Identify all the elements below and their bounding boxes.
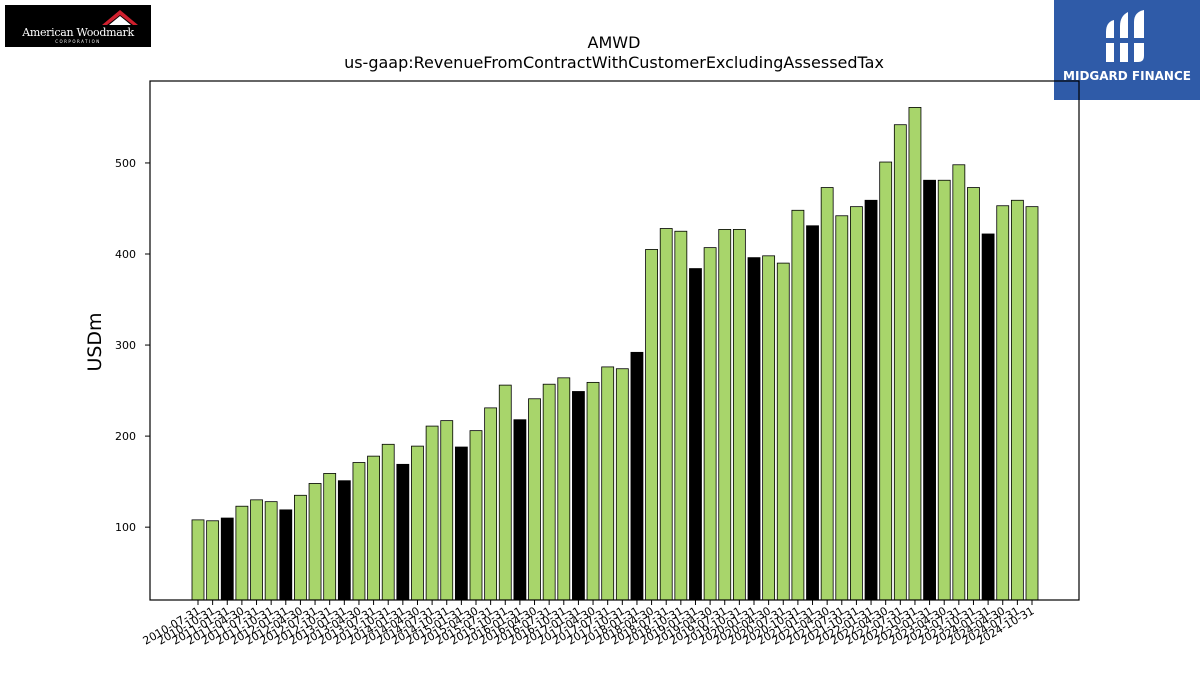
brand-name: MIDGARD FINANCE [1063,69,1191,83]
bar-2021-10-31 [850,206,863,601]
bar-2022-07-31 [893,124,907,601]
bar-2021-07-31 [835,215,849,601]
bar-2017-07-31 [601,366,615,601]
y-tick-label: 200 [115,430,136,443]
y-tick-label: 500 [115,157,136,170]
bar-2013-07-31 [367,455,380,601]
bar-2016-04-30 [528,398,541,601]
bar-2010-07-31 [191,519,205,601]
y-axis-ticks: 100 200 300 400 500 [115,157,150,534]
bar-2016-07-31 [542,383,556,601]
bar-2024-07-31 [1010,199,1024,601]
bar-2018-01-31 [630,351,644,601]
bar-2011-10-31 [264,501,278,601]
bar-2017-04-30 [586,381,600,601]
bar-2011-04-30 [235,505,249,601]
y-tick-label: 400 [115,248,136,261]
bar-2019-04-30 [703,247,717,601]
bar-2016-10-31 [557,377,571,601]
bars-group [191,107,1039,601]
bar-2010-10-31 [206,520,220,601]
bar-2023-04-30 [937,179,951,601]
chart-subtitle: us-gaap:RevenueFromContractWithCustomerE… [344,53,884,72]
bar-2012-04-30 [294,494,307,601]
bar-2024-01-31 [981,233,995,601]
x-axis-ticks: 2010-07-312010-10-312011-01-312011-04-30… [141,600,1037,648]
bar-2021-01-31 [806,225,819,601]
bar-2011-01-31 [220,517,234,601]
bar-2016-01-31 [513,419,527,601]
bar-2015-07-31 [484,407,498,601]
bar-2019-10-31 [732,229,746,601]
bar-2015-10-31 [498,384,512,601]
bar-2012-07-31 [308,483,322,601]
bar-2012-10-31 [323,473,337,601]
bar-2019-07-31 [718,229,732,601]
bar-2024-04-30 [996,205,1010,601]
plot-area-frame [149,80,1080,601]
bar-2018-10-31 [674,230,688,601]
bar-2023-10-31 [967,187,980,601]
bar-2020-01-31 [747,257,761,601]
bar-2021-04-30 [820,187,834,601]
y-tick-label: 300 [115,339,136,352]
bar-2019-01-31 [689,268,702,601]
bar-2015-04-30 [469,430,483,601]
bar-2013-10-31 [381,443,395,601]
bar-2023-01-31 [923,179,936,601]
chart-title: AMWD [588,33,641,52]
logo-corporation: CORPORATION [55,39,101,44]
house-roof-icon [102,10,138,25]
bar-2024-10-31 [1025,206,1039,601]
bar-2022-01-31 [864,199,878,601]
bar-2018-04-30 [645,249,658,601]
midgard-m-icon [1104,10,1148,62]
bar-2020-07-31 [776,262,790,601]
y-tick-label: 100 [115,521,136,534]
american-woodmark-logo: American Woodmark CORPORATION [5,5,151,47]
bar-2012-01-31 [279,509,293,601]
bar-2011-07-31 [250,499,263,601]
midgard-finance-logo: MIDGARD FINANCE [1054,0,1200,100]
bar-2020-04-30 [762,255,776,601]
bar-2017-10-31 [615,368,629,601]
bar-2014-07-31 [425,425,439,601]
bar-2020-10-31 [791,209,805,601]
bar-2014-01-31 [396,463,410,601]
y-axis-label: USDm [84,312,106,371]
bar-2013-04-30 [352,462,366,601]
bar-2022-10-31 [908,107,922,601]
bar-2017-01-31 [572,391,585,601]
bar-2022-04-30 [879,161,893,601]
bar-2015-01-31 [454,446,468,601]
bar-2014-10-31 [440,420,454,601]
bar-2023-07-31 [952,164,966,601]
bar-2018-07-31 [659,228,673,601]
bar-2014-04-30 [411,445,424,601]
logo-wordmark: American Woodmark [22,26,134,39]
bar-2013-01-31 [337,480,351,601]
